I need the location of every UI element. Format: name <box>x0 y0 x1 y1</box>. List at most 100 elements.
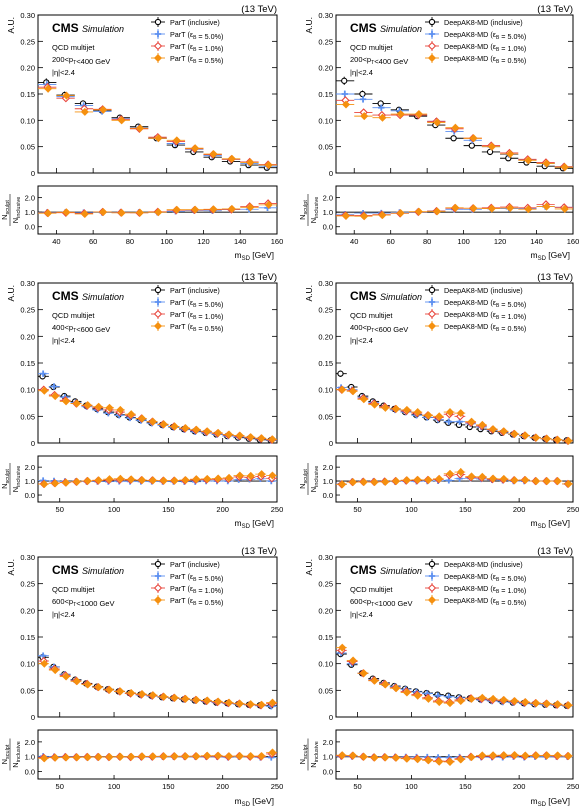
marker-eps05 <box>62 753 71 762</box>
series-eps05 <box>336 100 573 221</box>
x-tick-label: 50 <box>353 782 361 791</box>
marker-eps05 <box>469 134 478 143</box>
simulation-label: Simulation <box>380 24 422 34</box>
marker-eps05 <box>338 480 347 489</box>
eta-cut-label: |η|<2.4 <box>52 610 75 619</box>
marker-eps05 <box>40 386 49 395</box>
legend-entry: DeepAK8-MD (εB = 5.0%) <box>444 30 526 41</box>
ratio-ylabel-den: Ninclusive <box>309 741 320 768</box>
marker-eps05 <box>359 669 368 678</box>
marker-eps05 <box>499 474 508 483</box>
marker-eps05 <box>203 474 212 483</box>
y-tick-label: 0.30 <box>20 553 35 562</box>
marker-eps05 <box>72 753 81 762</box>
y-tick-label: 0.10 <box>20 116 35 125</box>
series-eps5 <box>38 80 277 216</box>
marker-eps5 <box>154 30 162 38</box>
marker-eps05 <box>359 478 368 487</box>
legend-entry: DeepAK8-MD (εB = 1.0%) <box>444 310 526 321</box>
ratio-frame <box>335 455 574 503</box>
main-ylabel: A.U. <box>6 559 16 576</box>
energy-label: (13 TeV) <box>537 4 573 15</box>
marker-eps5 <box>428 298 436 306</box>
marker-eps05 <box>445 408 455 417</box>
marker-eps05 <box>478 751 487 760</box>
ratio-y-tick-label: 0.0 <box>25 491 35 500</box>
marker-inclusive <box>359 90 366 98</box>
series-inclusive <box>336 76 573 213</box>
marker-eps05 <box>489 751 498 760</box>
legend-entry: ParT (εB = 1.0%) <box>170 584 223 595</box>
marker-eps05 <box>478 420 487 429</box>
x-tick-label: 80 <box>423 237 431 246</box>
marker-eps05 <box>456 696 465 706</box>
x-tick-label: 100 <box>405 505 418 514</box>
marker-eps05 <box>62 91 71 100</box>
marker-eps05 <box>268 435 277 444</box>
marker-eps05 <box>433 207 442 216</box>
marker-eps05 <box>435 474 444 483</box>
x-axis-label: mSD [GeV] <box>530 796 570 808</box>
x-tick-label: 60 <box>387 237 395 246</box>
marker-eps05 <box>51 666 60 675</box>
marker-eps05 <box>127 688 136 698</box>
marker-eps05 <box>433 118 442 127</box>
marker-eps05 <box>435 757 444 766</box>
marker-eps05 <box>532 699 541 708</box>
marker-eps05 <box>506 150 515 159</box>
marker-eps05 <box>72 477 81 486</box>
marker-eps05 <box>413 755 422 764</box>
marker-eps05 <box>170 422 179 431</box>
marker-eps05 <box>116 752 125 761</box>
marker-eps05 <box>181 424 190 433</box>
marker-eps05 <box>564 701 573 710</box>
marker-eps05 <box>138 476 147 485</box>
y-tick-label: 0.05 <box>20 412 35 421</box>
y-tick-label: 0.20 <box>318 332 333 341</box>
marker-eps05 <box>127 752 136 761</box>
marker-eps05 <box>94 402 103 411</box>
legend-entry: ParT (inclusive) <box>170 286 220 295</box>
ratio-y-tick-label: 1.0 <box>323 208 333 217</box>
marker-eps05 <box>499 427 508 436</box>
marker-eps05 <box>456 755 465 764</box>
marker-eps05 <box>105 403 114 412</box>
x-tick-label: 40 <box>350 237 358 246</box>
marker-eps05 <box>94 683 103 692</box>
y-tick-label: 0.15 <box>20 633 35 642</box>
marker-eps05 <box>435 412 444 421</box>
panel-5: (13 TeV) 0 0.05 0.10 0.15 0.20 0.25 0.30 A.U. 50 1… <box>0 546 283 808</box>
main-ylabel: A.U. <box>304 559 314 576</box>
simulation-label: Simulation <box>82 292 124 302</box>
main-ylabel: A.U. <box>6 17 16 34</box>
eta-cut-label: |η|<2.4 <box>52 336 75 345</box>
marker-eps05 <box>370 676 379 685</box>
marker-eps05 <box>392 753 401 762</box>
y-tick-label: 0.05 <box>318 412 333 421</box>
marker-inclusive <box>154 286 162 294</box>
series-eps5 <box>336 90 573 218</box>
marker-eps05 <box>521 698 530 707</box>
marker-eps05 <box>105 752 114 762</box>
x-tick-label: 100 <box>108 782 121 791</box>
ratio-y-tick-label: 0.0 <box>25 223 35 232</box>
y-tick-label: 0.10 <box>20 386 35 395</box>
marker-eps05 <box>40 480 49 489</box>
process-label: QCD multijet <box>350 311 393 320</box>
y-tick-label: 0.20 <box>20 64 35 73</box>
marker-eps05 <box>246 433 255 442</box>
y-tick-label: 0.15 <box>318 359 333 368</box>
marker-inclusive <box>154 560 162 568</box>
marker-eps1 <box>153 309 163 319</box>
marker-eps05 <box>381 753 390 762</box>
y-tick-label: 0.30 <box>318 553 333 562</box>
marker-eps05 <box>445 757 455 766</box>
marker-eps05 <box>542 159 551 168</box>
marker-eps05 <box>360 112 369 121</box>
marker-eps05 <box>159 420 168 429</box>
ratio-frame <box>37 185 278 235</box>
series-inclusive <box>336 370 573 482</box>
ratio-y-tick-label: 2.0 <box>323 738 333 747</box>
